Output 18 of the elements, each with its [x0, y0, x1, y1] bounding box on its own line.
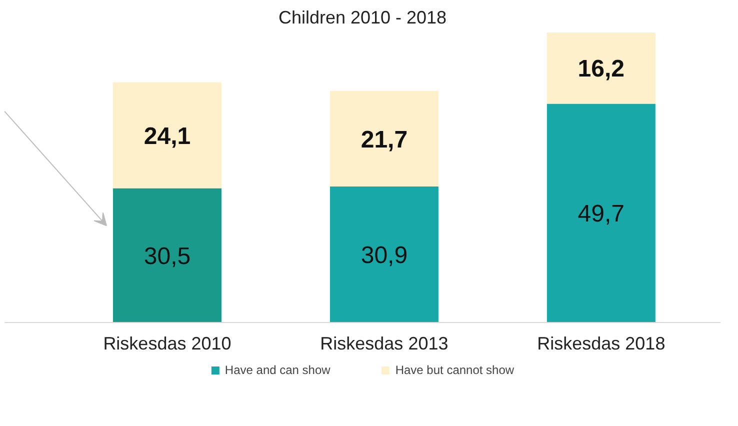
- data-label: 16,2: [578, 56, 625, 83]
- data-label: 49,7: [578, 200, 625, 228]
- x-tick-label: Riskesdas 2010: [103, 334, 232, 354]
- data-label: 24,1: [144, 122, 191, 150]
- x-tick-label: Riskesdas 2018: [537, 334, 666, 354]
- x-tick-label: Riskesdas 2013: [320, 334, 448, 354]
- data-label: 21,7: [360, 126, 408, 154]
- bar: [330, 91, 438, 187]
- bar: [546, 32, 656, 104]
- chart-title: Children 2010 - 2018: [278, 8, 447, 28]
- bar: [112, 82, 222, 188]
- bar: [112, 188, 222, 322]
- legend-label: Have but cannot show: [395, 363, 514, 377]
- bar: [330, 186, 438, 322]
- bar: [546, 104, 656, 322]
- data-label: 30,9: [360, 242, 408, 270]
- legend-label: Have and can show: [224, 363, 330, 377]
- data-label: 30,5: [144, 242, 191, 270]
